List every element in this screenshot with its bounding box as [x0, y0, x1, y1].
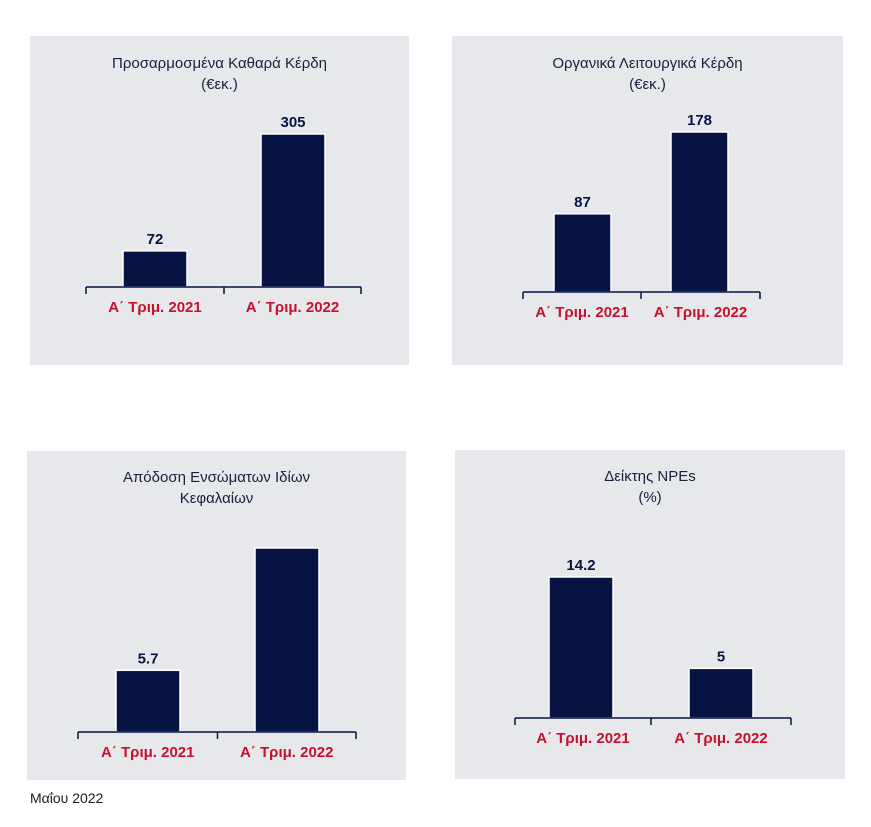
chart-title: Οργανικά Λειτουργικά Κέρδη — [552, 55, 743, 72]
category-label-2: Α΄ Τριμ. 2022 — [654, 304, 748, 321]
chart-panel-adjusted-net-profit: Προσαρμοσμένα Καθαρά Κέρδη (€εκ.) 72 305 Α… — [30, 36, 409, 365]
category-label-1: Α΄ Τριμ. 2021 — [101, 744, 195, 761]
bar-2 — [260, 133, 326, 288]
chart-panel-return-on-tangible-equity: Απόδοση Ενσώματων Ιδίων Κεφαλαίων 5.7 Α΄ … — [27, 451, 406, 780]
category-label-1: Α΄ Τριμ. 2021 — [108, 299, 202, 316]
category-label-1: Α΄ Τριμ. 2021 — [536, 730, 630, 747]
footer-date: Μαΐου 2022 — [30, 790, 104, 806]
bar-1 — [553, 213, 612, 293]
category-label-2: Α΄ Τριμ. 2022 — [240, 744, 334, 761]
chart-title: Απόδοση Ενσώματων Ιδίων — [122, 469, 311, 486]
bar-1 — [115, 669, 181, 733]
data-label-2: 305 — [280, 114, 305, 131]
chart-subtitle: Κεφαλαίων — [179, 490, 254, 507]
chart-svg: 14.2 5 Α΄ Τριμ. 2021 Α΄ Τριμ. 2022 — [514, 557, 792, 747]
chart-subtitle: (€εκ.) — [201, 76, 238, 93]
chart-panel-organic-operating-profit: Οργανικά Λειτουργικά Κέρδη (€εκ.) 87 178 Α… — [452, 36, 843, 365]
data-label-1: 87 — [574, 194, 591, 211]
chart-svg: 87 178 Α΄ Τριμ. 2021 Α΄ Τριμ. 2022 — [522, 112, 761, 321]
bar-2 — [254, 547, 320, 733]
chart-subtitle: (€εκ.) — [629, 76, 666, 93]
category-label-1: Α΄ Τριμ. 2021 — [535, 304, 629, 321]
chart-svg: 5.7 Α΄ Τριμ. 2021 Α΄ Τριμ. 2022 — [77, 547, 357, 761]
bar-1 — [122, 250, 188, 288]
chart-title: Προσαρμοσμένα Καθαρά Κέρδη — [112, 55, 327, 72]
chart-svg: 72 305 Α΄ Τριμ. 2021 Α΄ Τριμ. 2022 — [85, 114, 362, 316]
category-label-2: Α΄ Τριμ. 2022 — [674, 730, 768, 747]
data-label-2: 178 — [687, 112, 712, 129]
bar-2 — [688, 667, 754, 719]
bar-1 — [548, 576, 614, 719]
data-label-1: 14.2 — [566, 557, 595, 574]
data-label-1: 72 — [147, 231, 164, 248]
bar-2 — [670, 131, 729, 293]
chart-title: Δείκτης NPEs — [604, 468, 696, 485]
category-label-2: Α΄ Τριμ. 2022 — [246, 299, 340, 316]
chart-subtitle: (%) — [638, 489, 662, 506]
data-label-2: 5 — [717, 648, 725, 665]
data-label-1: 5.7 — [138, 650, 159, 667]
chart-panel-npe-ratio: Δείκτης NPEs (%) 14.2 5 Α΄ Τριμ. 2021 Α΄ Τρ… — [455, 450, 845, 779]
